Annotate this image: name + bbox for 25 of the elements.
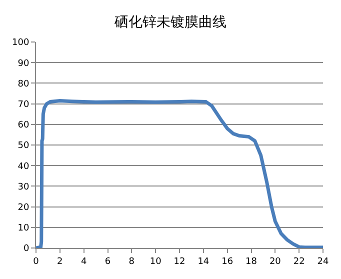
y-tick-label: 0 (23, 244, 30, 254)
y-tick-label: 60 (18, 120, 30, 131)
x-tick-label: 2 (57, 256, 63, 267)
x-tick-label: 0 (33, 256, 40, 267)
x-tick-label: 20 (269, 256, 282, 267)
x-tick-label: 24 (317, 256, 329, 267)
x-tick-label: 22 (293, 256, 305, 267)
y-tick-label: 20 (18, 202, 30, 213)
x-tick-label: 6 (104, 256, 111, 267)
x-tick-label: 4 (80, 256, 87, 267)
x-tick-label: 10 (150, 256, 162, 267)
y-tick-label: 50 (18, 141, 30, 152)
x-tick-label: 14 (198, 256, 210, 267)
y-tick-label: 100 (12, 38, 30, 48)
chart-title: 硒化锌未镀膜曲线 (114, 14, 226, 31)
y-tick-label: 40 (18, 162, 30, 172)
x-tick-label: 8 (128, 256, 135, 267)
y-tick-label: 80 (18, 79, 30, 90)
x-tick-label: 12 (174, 256, 186, 267)
y-tick-label: 70 (18, 100, 30, 110)
y-tick-label: 30 (18, 182, 30, 192)
x-tick-label: 16 (222, 256, 234, 267)
y-tick-label: 90 (18, 58, 30, 69)
y-tick-label: 10 (18, 224, 30, 234)
x-tick-label: 18 (246, 256, 258, 267)
